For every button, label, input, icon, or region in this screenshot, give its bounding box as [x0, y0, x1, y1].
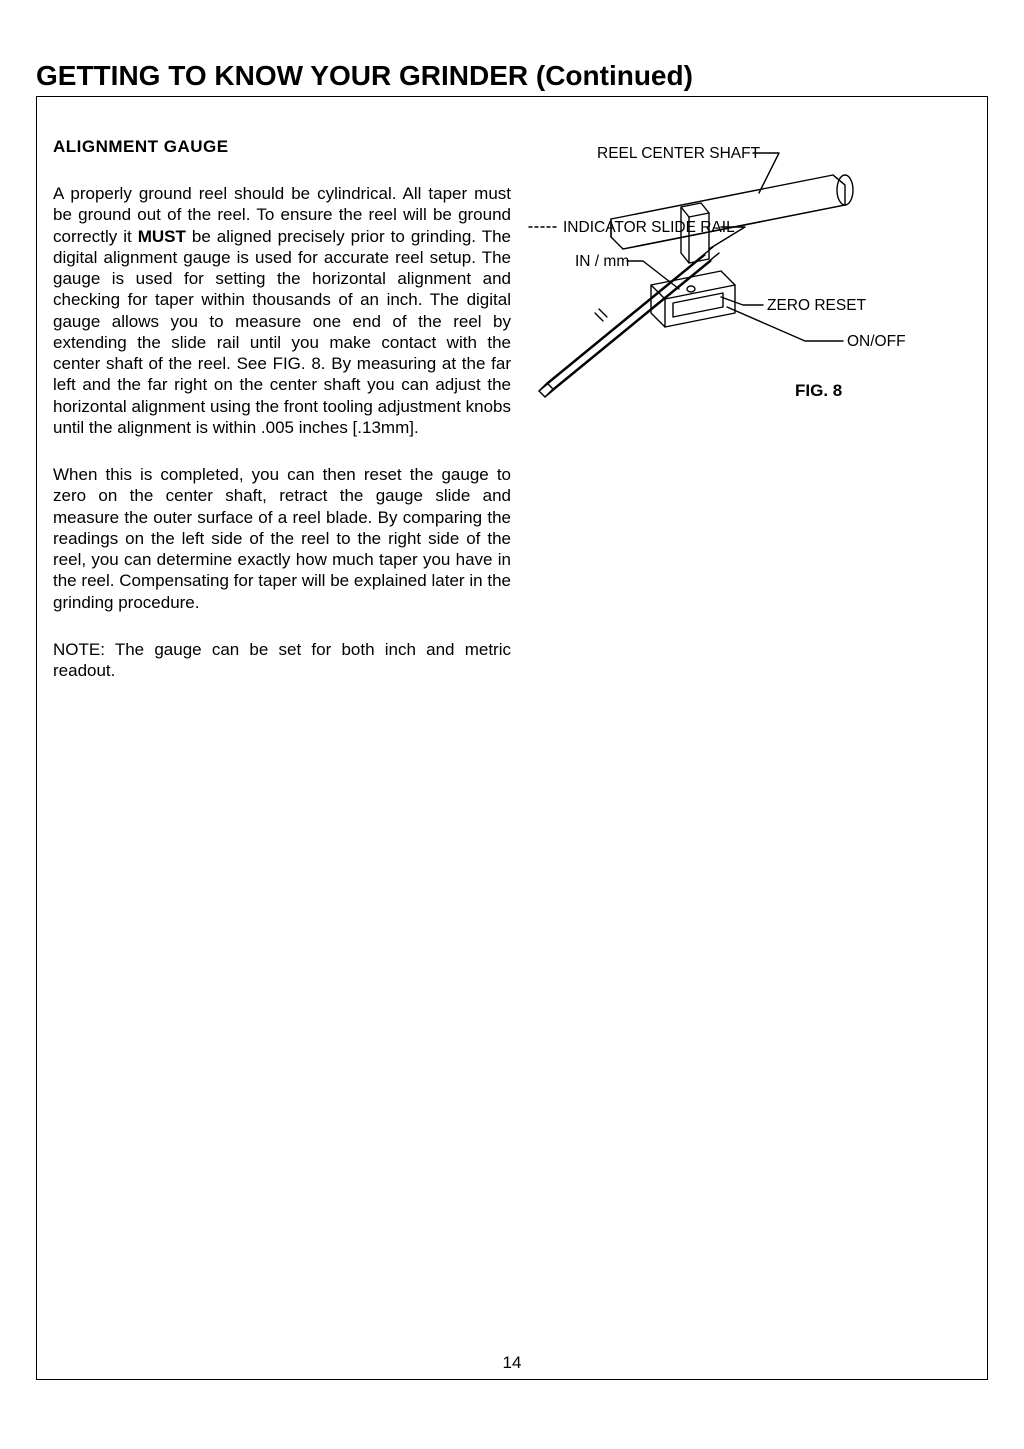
document-page: GETTING TO KNOW YOUR GRINDER (Continued)… [0, 0, 1024, 1449]
p1-bold: MUST [138, 227, 186, 246]
page-title: GETTING TO KNOW YOUR GRINDER (Continued) [36, 60, 988, 92]
figure-8-svg [523, 137, 983, 437]
page-number: 14 [503, 1353, 522, 1373]
right-column: REEL CENTER SHAFT INDICATOR SLIDE RAIL I… [519, 137, 971, 1355]
section-heading: ALIGNMENT GAUGE [53, 137, 511, 157]
paragraph-3: NOTE: The gauge can be set for both inch… [53, 639, 511, 682]
paragraph-2: When this is completed, you can then res… [53, 464, 511, 613]
content-frame: ALIGNMENT GAUGE A properly ground reel s… [36, 96, 988, 1380]
paragraph-1: A properly ground reel should be cylindr… [53, 183, 511, 438]
p1-text-c: be aligned precisely prior to grinding. … [53, 227, 511, 437]
figure-8: REEL CENTER SHAFT INDICATOR SLIDE RAIL I… [523, 137, 983, 437]
left-column: ALIGNMENT GAUGE A properly ground reel s… [53, 137, 519, 1355]
